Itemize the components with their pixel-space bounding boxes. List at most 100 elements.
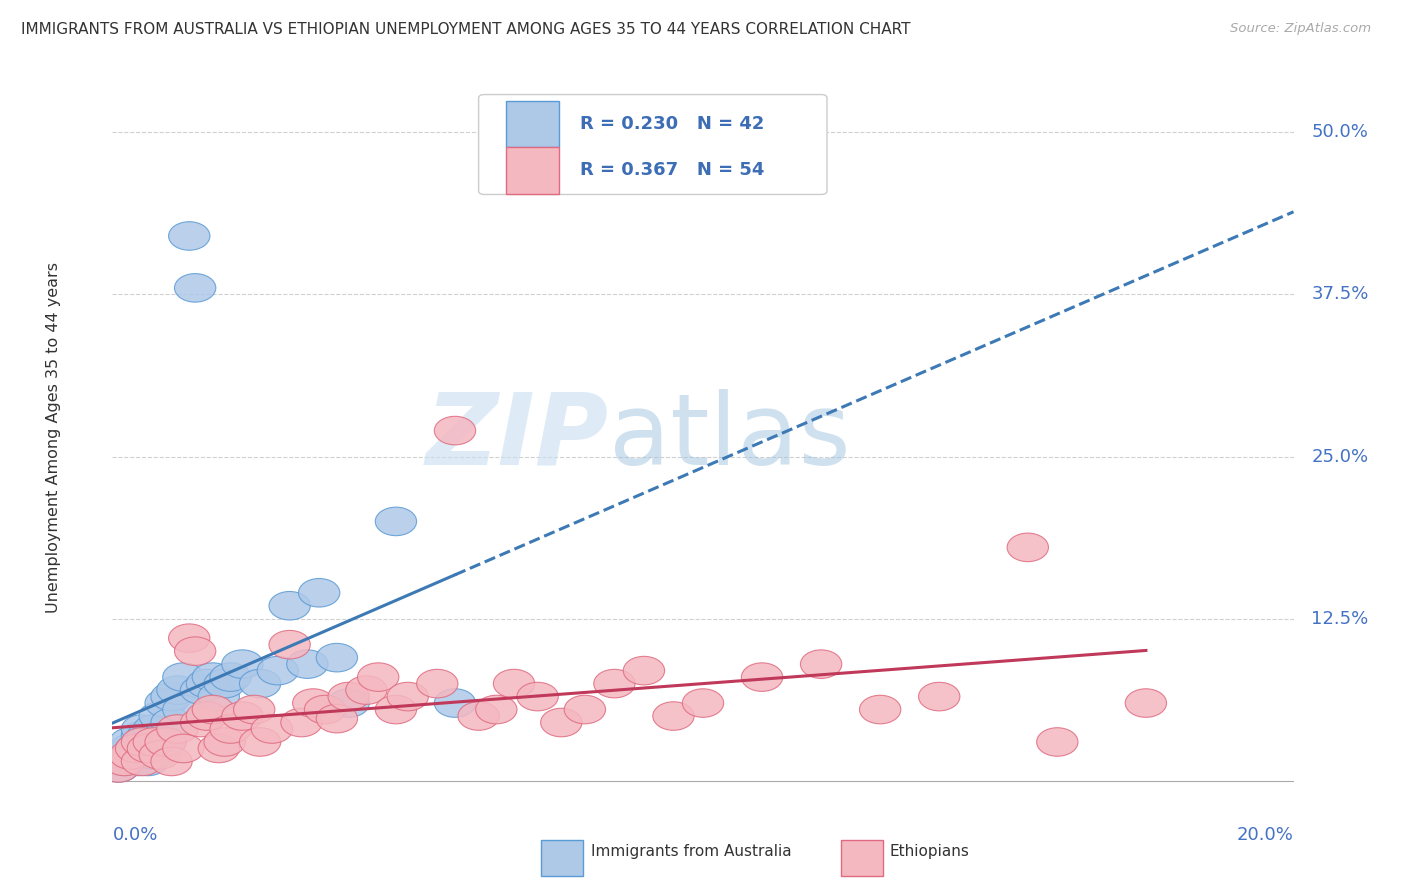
Ellipse shape <box>134 714 174 743</box>
Ellipse shape <box>239 669 281 698</box>
Ellipse shape <box>209 663 252 691</box>
Ellipse shape <box>269 631 311 659</box>
Text: Unemployment Among Ages 35 to 44 years: Unemployment Among Ages 35 to 44 years <box>46 261 60 613</box>
Ellipse shape <box>174 274 217 302</box>
Text: atlas: atlas <box>609 389 851 485</box>
Text: R = 0.230   N = 42: R = 0.230 N = 42 <box>581 115 765 133</box>
Ellipse shape <box>157 714 198 743</box>
Ellipse shape <box>127 734 169 763</box>
Ellipse shape <box>269 591 311 620</box>
Ellipse shape <box>127 722 169 750</box>
Ellipse shape <box>304 695 346 723</box>
Ellipse shape <box>110 728 150 756</box>
FancyBboxPatch shape <box>478 95 827 194</box>
Ellipse shape <box>257 657 298 685</box>
Ellipse shape <box>458 702 499 731</box>
Text: 12.5%: 12.5% <box>1312 610 1368 628</box>
Ellipse shape <box>145 728 187 756</box>
Ellipse shape <box>115 734 157 763</box>
Ellipse shape <box>346 676 387 705</box>
FancyBboxPatch shape <box>506 101 560 147</box>
Ellipse shape <box>115 734 157 763</box>
Ellipse shape <box>139 740 180 769</box>
Ellipse shape <box>186 702 228 731</box>
Ellipse shape <box>918 682 960 711</box>
Ellipse shape <box>150 682 193 711</box>
Ellipse shape <box>859 695 901 723</box>
Ellipse shape <box>328 689 370 717</box>
Ellipse shape <box>375 508 416 536</box>
Ellipse shape <box>1007 533 1049 562</box>
Ellipse shape <box>121 728 163 756</box>
Ellipse shape <box>139 702 180 731</box>
Ellipse shape <box>174 637 217 665</box>
Ellipse shape <box>252 714 292 743</box>
Ellipse shape <box>222 650 263 679</box>
Ellipse shape <box>97 754 139 782</box>
Ellipse shape <box>104 747 145 776</box>
Text: Ethiopians: Ethiopians <box>890 845 970 859</box>
Ellipse shape <box>1036 728 1078 756</box>
Ellipse shape <box>416 669 458 698</box>
Ellipse shape <box>387 682 429 711</box>
Ellipse shape <box>741 663 783 691</box>
Ellipse shape <box>564 695 606 723</box>
Ellipse shape <box>121 747 163 776</box>
Ellipse shape <box>475 695 517 723</box>
Ellipse shape <box>593 669 636 698</box>
Text: IMMIGRANTS FROM AUSTRALIA VS ETHIOPIAN UNEMPLOYMENT AMONG AGES 35 TO 44 YEARS CO: IMMIGRANTS FROM AUSTRALIA VS ETHIOPIAN U… <box>21 22 911 37</box>
Ellipse shape <box>163 663 204 691</box>
Ellipse shape <box>180 676 222 705</box>
Text: 25.0%: 25.0% <box>1312 448 1368 466</box>
Ellipse shape <box>186 669 228 698</box>
Ellipse shape <box>292 689 335 717</box>
Ellipse shape <box>494 669 534 698</box>
Ellipse shape <box>134 728 174 756</box>
Ellipse shape <box>652 702 695 731</box>
Ellipse shape <box>204 669 245 698</box>
Ellipse shape <box>180 708 222 737</box>
Text: 37.5%: 37.5% <box>1312 285 1368 303</box>
Ellipse shape <box>287 650 328 679</box>
Ellipse shape <box>97 754 139 782</box>
Ellipse shape <box>145 728 187 756</box>
Ellipse shape <box>623 657 665 685</box>
Ellipse shape <box>110 734 150 763</box>
Ellipse shape <box>198 734 239 763</box>
Ellipse shape <box>150 708 193 737</box>
Ellipse shape <box>121 714 163 743</box>
Ellipse shape <box>239 728 281 756</box>
Ellipse shape <box>150 747 193 776</box>
Ellipse shape <box>121 722 163 750</box>
Text: 0.0%: 0.0% <box>112 826 157 844</box>
Ellipse shape <box>281 708 322 737</box>
Ellipse shape <box>104 740 145 769</box>
Ellipse shape <box>682 689 724 717</box>
Ellipse shape <box>328 682 370 711</box>
Ellipse shape <box>193 695 233 723</box>
Text: ZIP: ZIP <box>426 389 609 485</box>
Text: Immigrants from Australia: Immigrants from Australia <box>591 845 792 859</box>
Ellipse shape <box>434 417 475 445</box>
Text: Source: ZipAtlas.com: Source: ZipAtlas.com <box>1230 22 1371 36</box>
Ellipse shape <box>298 579 340 607</box>
Ellipse shape <box>209 714 252 743</box>
Ellipse shape <box>222 702 263 731</box>
Text: 20.0%: 20.0% <box>1237 826 1294 844</box>
FancyBboxPatch shape <box>506 147 560 194</box>
Ellipse shape <box>193 663 233 691</box>
Ellipse shape <box>145 689 187 717</box>
Ellipse shape <box>127 734 169 763</box>
Ellipse shape <box>104 747 145 776</box>
Ellipse shape <box>800 650 842 679</box>
Ellipse shape <box>1125 689 1167 717</box>
Ellipse shape <box>163 695 204 723</box>
Ellipse shape <box>204 728 245 756</box>
Ellipse shape <box>110 740 150 769</box>
Ellipse shape <box>316 643 357 672</box>
Ellipse shape <box>375 695 416 723</box>
Text: R = 0.367   N = 54: R = 0.367 N = 54 <box>581 161 765 179</box>
Ellipse shape <box>540 708 582 737</box>
Ellipse shape <box>115 747 157 776</box>
Ellipse shape <box>121 740 163 769</box>
